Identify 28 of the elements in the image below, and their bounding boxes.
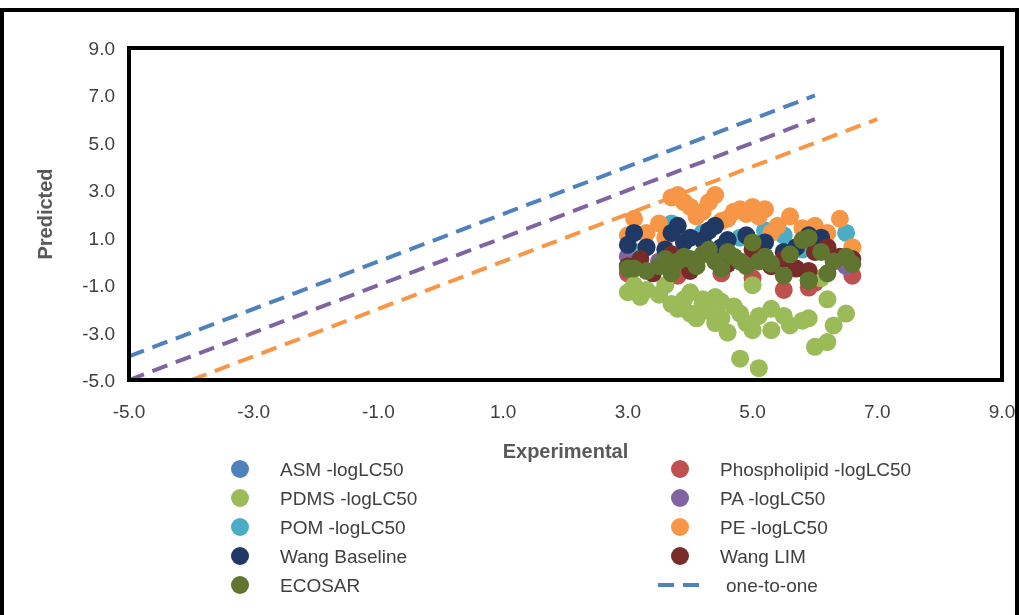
x-axis-title: Experimental bbox=[502, 440, 629, 462]
legend-label: one-to-one bbox=[726, 575, 818, 596]
legend-label: PA -logLC50 bbox=[720, 488, 826, 509]
y-tick-label: -1.0 bbox=[82, 275, 115, 297]
y-axis-title: Predicted bbox=[34, 168, 56, 260]
x-tick-label: 9.0 bbox=[988, 401, 1016, 422]
x-tick-label: -1.0 bbox=[362, 401, 395, 422]
legend-label: PDMS -logLC50 bbox=[280, 488, 418, 509]
x-tick-label: -3.0 bbox=[237, 401, 271, 422]
legend-label: Wang LIM bbox=[720, 546, 806, 567]
y-tick-label: 5.0 bbox=[88, 132, 115, 154]
x-tick-label: 3.0 bbox=[614, 401, 642, 422]
legend-label: PE -logLC50 bbox=[720, 517, 828, 538]
x-tick-label: 1.0 bbox=[489, 401, 517, 422]
x-tick-label: 7.0 bbox=[864, 401, 891, 422]
x-tick-label: -5.0 bbox=[112, 401, 146, 422]
y-tick-label: 1.0 bbox=[88, 227, 115, 249]
x-tick-label: 5.0 bbox=[739, 401, 766, 422]
y-tick-label: 9.0 bbox=[88, 38, 115, 59]
y-tick-label: 7.0 bbox=[88, 85, 115, 107]
y-tick-label: -3.0 bbox=[82, 322, 115, 344]
legend-label: ASM -logLC50 bbox=[280, 459, 404, 480]
legend-label: ECOSAR bbox=[280, 575, 361, 596]
y-tick-label: -5.0 bbox=[82, 370, 115, 391]
legend-label: Wang Baseline bbox=[280, 546, 408, 567]
y-tick-label: 3.0 bbox=[88, 180, 115, 202]
legend-label: POM -logLC50 bbox=[280, 517, 406, 538]
legend-label: Phospholipid -logLC50 bbox=[720, 459, 912, 480]
